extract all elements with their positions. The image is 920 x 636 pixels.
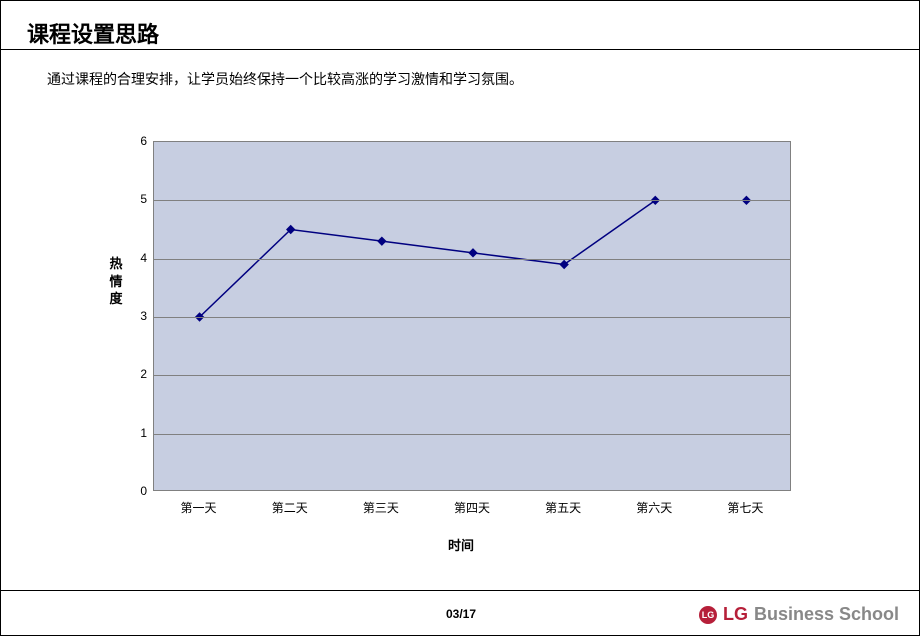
footer-divider [1, 590, 920, 591]
logo-text-brand: LG [723, 604, 748, 625]
y-tick-label: 4 [127, 251, 147, 265]
logo-text-school: Business School [754, 604, 899, 625]
x-tick-label: 第二天 [272, 499, 308, 516]
slide: 课程设置思路 通过课程的合理安排，让学员始终保持一个比较高涨的学习激情和学习氛围… [0, 0, 920, 636]
y-tick-label: 0 [127, 484, 147, 498]
x-tick-label: 第三天 [363, 499, 399, 516]
gridline [154, 434, 790, 435]
x-tick-label: 第四天 [454, 499, 490, 516]
x-axis-title: 时间 [1, 535, 920, 554]
data-marker [469, 249, 477, 257]
y-tick-label: 2 [127, 367, 147, 381]
data-marker [378, 237, 386, 245]
gridline [154, 200, 790, 201]
gridline [154, 317, 790, 318]
chart-plot-area [153, 141, 791, 491]
footer-logo: LG LG Business School [699, 604, 899, 625]
x-tick-label: 第一天 [181, 499, 217, 516]
y-tick-label: 3 [127, 309, 147, 323]
title-divider [1, 49, 920, 50]
y-axis-title: 热情度 [109, 255, 123, 308]
gridline [154, 375, 790, 376]
x-tick-label: 第七天 [727, 499, 763, 516]
x-tick-label: 第五天 [545, 499, 581, 516]
y-tick-label: 6 [127, 134, 147, 148]
y-tick-label: 5 [127, 192, 147, 206]
logo-circle-icon: LG [699, 606, 717, 624]
gridline [154, 259, 790, 260]
x-tick-label: 第六天 [636, 499, 672, 516]
slide-title: 课程设置思路 [27, 17, 159, 49]
slide-subtitle: 通过课程的合理安排，让学员始终保持一个比较高涨的学习激情和学习氛围。 [47, 69, 523, 89]
y-tick-label: 1 [127, 426, 147, 440]
